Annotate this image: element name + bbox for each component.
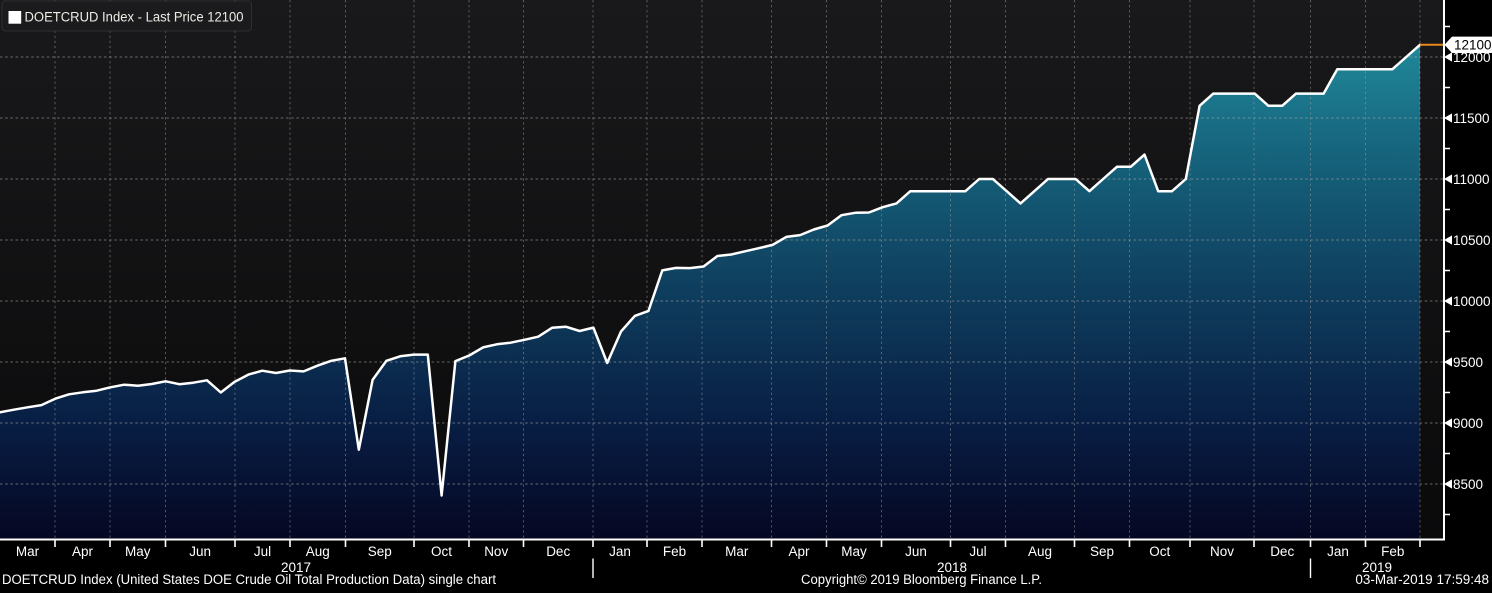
svg-text:11000: 11000 xyxy=(1453,172,1490,187)
svg-text:DOETCRUD Index (United States: DOETCRUD Index (United States DOE Crude … xyxy=(2,572,496,587)
svg-text:2017: 2017 xyxy=(281,560,311,575)
svg-text:Copyright© 2019 Bloomberg Fina: Copyright© 2019 Bloomberg Finance L.P. xyxy=(801,572,1042,587)
svg-text:Mar: Mar xyxy=(725,544,749,559)
svg-text:Oct: Oct xyxy=(431,544,452,559)
svg-text:Dec: Dec xyxy=(1270,544,1294,559)
svg-text:Feb: Feb xyxy=(663,544,686,559)
svg-text:Sep: Sep xyxy=(1090,544,1114,559)
svg-text:03-Mar-2019 17:59:48: 03-Mar-2019 17:59:48 xyxy=(1355,572,1489,587)
svg-text:Jun: Jun xyxy=(905,544,927,559)
svg-text:Apr: Apr xyxy=(788,544,810,559)
svg-text:Dec: Dec xyxy=(546,544,570,559)
svg-text:11500: 11500 xyxy=(1453,111,1490,126)
svg-text:May: May xyxy=(125,544,151,559)
svg-text:Nov: Nov xyxy=(1210,544,1234,559)
svg-text:Aug: Aug xyxy=(1028,544,1052,559)
svg-text:Oct: Oct xyxy=(1149,544,1170,559)
svg-text:Mar: Mar xyxy=(16,544,40,559)
svg-text:10000: 10000 xyxy=(1453,294,1491,309)
svg-text:9500: 9500 xyxy=(1453,355,1483,370)
svg-text:9000: 9000 xyxy=(1453,416,1483,431)
svg-text:12100: 12100 xyxy=(1454,38,1492,53)
svg-text:12000: 12000 xyxy=(1453,50,1491,65)
svg-text:Jun: Jun xyxy=(189,544,211,559)
svg-text:Sep: Sep xyxy=(368,544,392,559)
svg-text:Jan: Jan xyxy=(609,544,631,559)
svg-text:Jan: Jan xyxy=(1327,544,1349,559)
svg-text:Feb: Feb xyxy=(1381,544,1404,559)
svg-text:Aug: Aug xyxy=(306,544,330,559)
svg-text:May: May xyxy=(841,544,867,559)
svg-text:2018: 2018 xyxy=(937,560,967,575)
svg-text:Jul: Jul xyxy=(254,544,271,559)
svg-text:Nov: Nov xyxy=(484,544,508,559)
svg-text:8500: 8500 xyxy=(1453,477,1483,492)
svg-text:Apr: Apr xyxy=(72,544,94,559)
svg-text:DOETCRUD Index - Last Price 12: DOETCRUD Index - Last Price 12100 xyxy=(25,10,244,25)
svg-text:2019: 2019 xyxy=(1362,560,1392,575)
svg-text:Jul: Jul xyxy=(969,544,986,559)
svg-text:10500: 10500 xyxy=(1453,233,1491,248)
